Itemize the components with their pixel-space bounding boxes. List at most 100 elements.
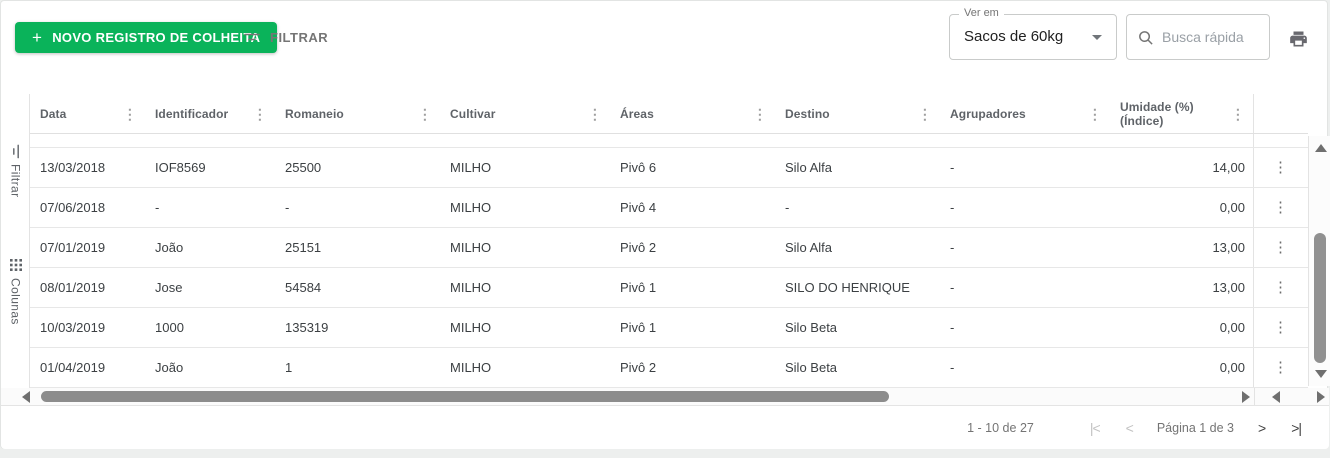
table-cell: - [950, 320, 955, 335]
table-cell: 08/01/2019 [40, 280, 106, 295]
column-menu-icon[interactable]: ⋮ [1230, 105, 1245, 122]
rail-tab-filter-label: Filtrar [8, 164, 23, 198]
new-harvest-record-label: NOVO REGISTRO DE COLHEITA [52, 30, 261, 45]
header-actions-cell [1253, 94, 1307, 133]
column-header-label: Agrupadores [950, 106, 1026, 121]
column-menu-icon[interactable]: ⋮ [122, 105, 137, 122]
previous-page-button[interactable]: < [1125, 419, 1134, 436]
scroll-down-arrow-icon[interactable] [1315, 370, 1327, 378]
table-cell: 0,00 [1219, 320, 1245, 335]
table-cell: Pivô 4 [620, 200, 657, 215]
pinned-scroll-left-arrow-icon[interactable] [1272, 391, 1280, 403]
table-cell: 13,00 [1212, 280, 1245, 295]
table-cell: João [155, 240, 184, 255]
vertical-scrollbar-thumb[interactable] [1314, 233, 1326, 363]
last-page-button[interactable]: >| [1291, 419, 1302, 436]
row-menu-icon[interactable]: ⋮ [1273, 159, 1288, 176]
table-cell: 25500 [285, 160, 322, 175]
chevron-down-icon [1092, 35, 1102, 40]
printer-icon [1288, 29, 1309, 49]
table-row: 01/04/2019 João 1 MILHO Pivô 2 Silo Beta - 0,00… [30, 348, 1308, 388]
partially-scrolled-row-actions [1253, 134, 1307, 147]
column-header: Áreas ⋮ [610, 94, 775, 133]
column-header: Romaneio ⋮ [275, 94, 440, 133]
table-cell: MILHO [450, 240, 492, 255]
table-cell: 54584 [285, 280, 322, 295]
scroll-up-arrow-icon[interactable] [1315, 144, 1327, 152]
table-cell: MILHO [450, 320, 492, 335]
table-row: 10/03/2019 1000 135319 MILHO Pivô 1 Silo Beta… [30, 308, 1308, 348]
view-unit-select[interactable]: Ver em Sacos de 60kg [949, 7, 1117, 60]
table-cell: MILHO [450, 280, 492, 295]
row-menu-icon[interactable]: ⋮ [1273, 199, 1288, 216]
row-actions-cell: ⋮ [1253, 148, 1307, 187]
column-menu-icon[interactable]: ⋮ [252, 105, 267, 122]
table-row: 07/06/2018 - - MILHO Pivô 4 - - 0,00 ⋮ [30, 188, 1308, 228]
new-harvest-record-button[interactable]: + NOVO REGISTRO DE COLHEITA [15, 22, 278, 53]
column-menu-icon[interactable]: ⋮ [752, 105, 767, 122]
table-cell: Silo Beta [785, 320, 838, 335]
table-row: 07/01/2019 João 25151 MILHO Pivô 2 Silo Alfa -… [30, 228, 1308, 268]
column-header-label: Data [40, 106, 67, 121]
table-cell: 07/01/2019 [40, 240, 106, 255]
pinned-scroll-right-arrow-icon[interactable] [1317, 391, 1325, 403]
horizontal-scrollbar[interactable] [1, 388, 1329, 405]
row-menu-icon[interactable]: ⋮ [1273, 239, 1288, 256]
row-actions-cell: ⋮ [1253, 268, 1307, 307]
table-cell: 14,00 [1212, 160, 1245, 175]
view-unit-label: Ver em [959, 7, 1004, 19]
side-rail: Filtrar Colunas [1, 94, 30, 388]
table-cell: 0,00 [1219, 200, 1245, 215]
column-menu-icon[interactable]: ⋮ [587, 105, 602, 122]
column-menu-icon[interactable]: ⋮ [417, 105, 432, 122]
print-button[interactable] [1286, 27, 1311, 51]
table-cell: 13,00 [1212, 240, 1245, 255]
column-menu-icon[interactable]: ⋮ [1087, 105, 1102, 122]
table-cell: Pivô 6 [620, 160, 657, 175]
table-cell: João [155, 360, 184, 375]
table-cell: - [785, 200, 790, 215]
row-menu-icon[interactable]: ⋮ [1273, 359, 1288, 376]
next-page-button[interactable]: > [1258, 419, 1266, 436]
search-icon [1137, 29, 1154, 46]
scroll-left-arrow-icon[interactable] [22, 391, 30, 403]
table-cell: 0,00 [1219, 360, 1245, 375]
rail-tab-columns[interactable]: Colunas [1, 259, 30, 325]
vertical-scrollbar[interactable] [1308, 136, 1330, 386]
table-cell: - [285, 200, 290, 215]
table-cell: Pivô 1 [620, 320, 657, 335]
pagination-page-text: Página 1 de 3 [1156, 420, 1234, 435]
table-cell: Silo Alfa [785, 160, 832, 175]
column-menu-icon[interactable]: ⋮ [917, 105, 932, 122]
table-cell: IOF8569 [155, 160, 206, 175]
column-header-label: Cultivar [450, 106, 496, 121]
row-actions-cell: ⋮ [1253, 188, 1307, 227]
scroll-right-arrow-icon[interactable] [1242, 391, 1250, 403]
table-cell: Pivô 2 [620, 360, 657, 375]
column-header: Destino ⋮ [775, 94, 940, 133]
table-cell: - [950, 200, 955, 215]
horizontal-scrollbar-thumb[interactable] [41, 391, 889, 402]
scrollbar-divider [1254, 388, 1255, 405]
column-header: Cultivar ⋮ [440, 94, 610, 133]
column-header: Agrupadores ⋮ [940, 94, 1110, 133]
harvest-table: Data ⋮ Identificador ⋮ Romaneio ⋮ Cultivar ⋮ Áre… [30, 94, 1308, 388]
table-cell: 1 [285, 360, 293, 375]
table-cell: 13/03/2018 [40, 160, 106, 175]
filter-button[interactable]: FILTRAR [244, 26, 328, 48]
table-cell: Pivô 2 [620, 240, 657, 255]
table-cell: 135319 [285, 320, 329, 335]
quick-search-input[interactable] [1160, 28, 1261, 46]
view-unit-value: Sacos de 60kg [964, 28, 1064, 45]
row-menu-icon[interactable]: ⋮ [1273, 279, 1288, 296]
table-cell: - [155, 200, 160, 215]
row-menu-icon[interactable]: ⋮ [1273, 319, 1288, 336]
quick-search-box [1126, 14, 1270, 60]
column-header-label: Romaneio [285, 106, 344, 121]
table-cell: - [950, 160, 955, 175]
table-cell: - [950, 280, 955, 295]
table-cell: 25151 [285, 240, 322, 255]
first-page-button[interactable]: |< [1089, 419, 1101, 436]
row-actions-cell: ⋮ [1253, 228, 1307, 267]
rail-tab-filter[interactable]: Filtrar [1, 144, 30, 198]
